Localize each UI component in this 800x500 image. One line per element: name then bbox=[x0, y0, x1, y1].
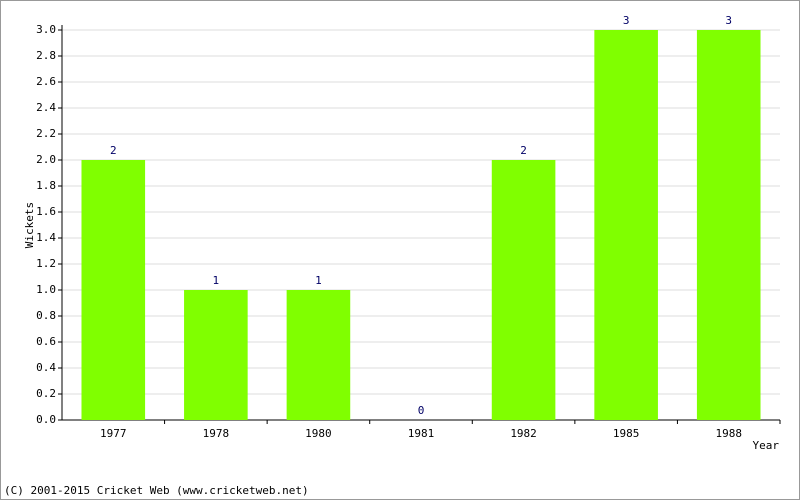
value-label: 2 bbox=[520, 144, 527, 157]
value-label: 3 bbox=[623, 14, 630, 27]
x-tick-label: 1988 bbox=[715, 427, 742, 440]
y-tick-label: 2.6 bbox=[36, 75, 56, 88]
y-tick-label: 0.6 bbox=[36, 335, 56, 348]
footer: (C) 2001-2015 Cricket Web (www.cricketwe… bbox=[4, 484, 309, 497]
x-tick-label: 1978 bbox=[203, 427, 230, 440]
y-tick-label: 0.4 bbox=[36, 361, 56, 374]
bar bbox=[286, 290, 351, 420]
bar bbox=[594, 30, 658, 420]
y-axis-label: Wickets bbox=[23, 202, 36, 248]
bar bbox=[184, 290, 248, 420]
y-tick-label: 1.6 bbox=[36, 205, 56, 218]
y-tick-label: 0.0 bbox=[36, 413, 56, 426]
x-tick-label: 1977 bbox=[100, 427, 127, 440]
bar bbox=[696, 30, 761, 420]
x-tick-label: 1981 bbox=[408, 427, 435, 440]
y-tick-label: 0.8 bbox=[36, 309, 56, 322]
y-tick-label: 1.2 bbox=[36, 257, 56, 270]
y-tick-label: 2.2 bbox=[36, 127, 56, 140]
value-label: 0 bbox=[418, 404, 425, 417]
y-tick-label: 2.0 bbox=[36, 153, 56, 166]
value-label: 1 bbox=[315, 274, 322, 287]
x-tick-label: 1985 bbox=[613, 427, 640, 440]
bar bbox=[491, 160, 556, 420]
y-tick-label: 1.8 bbox=[36, 179, 56, 192]
value-label: 3 bbox=[725, 14, 732, 27]
value-label: 1 bbox=[213, 274, 220, 287]
y-tick-label: 2.8 bbox=[36, 49, 56, 62]
bar bbox=[81, 160, 146, 420]
x-axis-label: Year bbox=[753, 439, 780, 452]
x-tick-label: 1980 bbox=[305, 427, 332, 440]
y-tick-label: 2.4 bbox=[36, 101, 56, 114]
x-tick-label: 1982 bbox=[510, 427, 537, 440]
y-tick-label: 1.4 bbox=[36, 231, 56, 244]
y-tick-label: 1.0 bbox=[36, 283, 56, 296]
value-label: 2 bbox=[110, 144, 117, 157]
y-tick-label: 3.0 bbox=[36, 23, 56, 36]
y-tick-label: 0.2 bbox=[36, 387, 56, 400]
